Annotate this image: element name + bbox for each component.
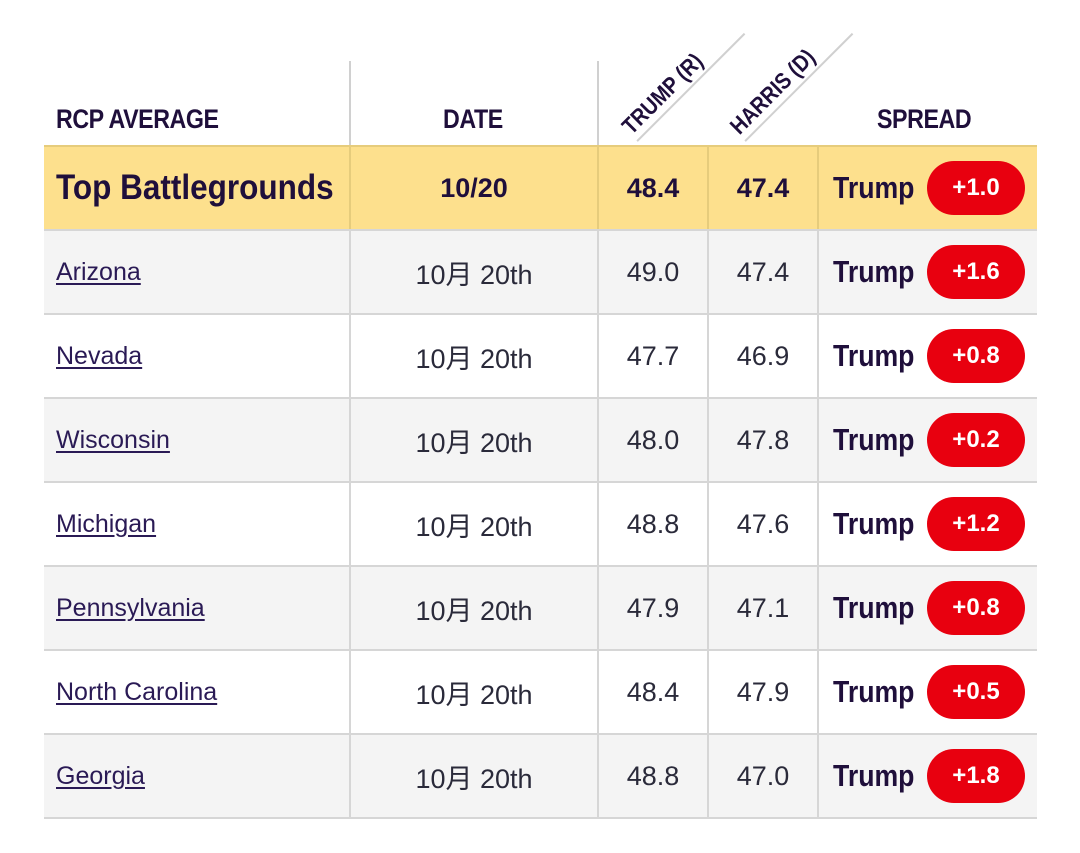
state-link-georgia[interactable]: Georgia xyxy=(56,761,145,790)
row-date: 10月 20th xyxy=(415,763,533,794)
row-trump-value: 47.7 xyxy=(626,340,680,371)
table-row: Nevada 10月 20th 47.7 46.9 Trump +0.8 xyxy=(44,313,1037,397)
row-harris-value: 47.4 xyxy=(736,256,790,287)
row-harris-value: 47.6 xyxy=(736,508,790,539)
row-trump-value: 48.0 xyxy=(626,424,680,455)
row-leader: Trump xyxy=(833,338,915,373)
row-trump-value: 48.8 xyxy=(626,508,680,539)
state-link-wisconsin[interactable]: Wisconsin xyxy=(56,425,170,454)
row-leader: Trump xyxy=(833,758,915,793)
header-spread-label: SPREAD xyxy=(877,104,972,134)
state-link-pennsylvania[interactable]: Pennsylvania xyxy=(56,593,205,622)
polling-table: RCP AVERAGE DATE TRUMP (R) HARRIS (D) SP… xyxy=(44,0,1037,819)
header-date-label: DATE xyxy=(443,104,503,134)
spread-badge: +1.2 xyxy=(927,497,1025,551)
header-spread: SPREAD xyxy=(817,0,1037,145)
summary-title: Top Battlegrounds xyxy=(56,168,334,207)
row-leader: Trump xyxy=(833,422,915,457)
row-leader: Trump xyxy=(833,506,915,541)
summary-row: Top Battlegrounds 10/20 48.4 47.4 Trump … xyxy=(44,145,1037,229)
spread-badge: +0.5 xyxy=(927,665,1025,719)
row-date: 10月 20th xyxy=(415,595,533,626)
row-date: 10月 20th xyxy=(415,259,533,290)
table-row: Wisconsin 10月 20th 48.0 47.8 Trump +0.2 xyxy=(44,397,1037,481)
table-header: RCP AVERAGE DATE TRUMP (R) HARRIS (D) SP… xyxy=(44,0,1037,145)
header-rcp-average-label: RCP AVERAGE xyxy=(56,104,219,134)
summary-leader: Trump xyxy=(833,170,915,205)
summary-spread-badge: +1.0 xyxy=(927,161,1025,215)
spread-badge: +0.8 xyxy=(927,329,1025,383)
row-leader: Trump xyxy=(833,674,915,709)
state-link-arizona[interactable]: Arizona xyxy=(56,257,141,286)
spread-badge: +1.8 xyxy=(927,749,1025,803)
header-trump: TRUMP (R) xyxy=(597,32,746,145)
row-trump-value: 48.8 xyxy=(626,760,680,791)
spread-badge: +0.8 xyxy=(927,581,1025,635)
header-harris: HARRIS (D) xyxy=(707,0,854,145)
row-date: 10月 20th xyxy=(415,679,533,710)
table-row: Michigan 10月 20th 48.8 47.6 Trump +1.2 xyxy=(44,481,1037,565)
row-date: 10月 20th xyxy=(415,343,533,374)
table-row: Arizona 10月 20th 49.0 47.4 Trump +1.6 xyxy=(44,229,1037,313)
row-harris-value: 47.0 xyxy=(736,760,790,791)
spread-badge: +1.6 xyxy=(927,245,1025,299)
row-harris-value: 46.9 xyxy=(736,340,790,371)
row-leader: Trump xyxy=(833,590,915,625)
summary-trump-value: 48.4 xyxy=(626,172,680,203)
header-rcp-average: RCP AVERAGE xyxy=(44,0,349,145)
row-trump-value: 49.0 xyxy=(626,256,680,287)
spread-badge: +0.2 xyxy=(927,413,1025,467)
summary-harris-value: 47.4 xyxy=(736,172,790,203)
state-link-north-carolina[interactable]: North Carolina xyxy=(56,677,218,706)
table-row: North Carolina 10月 20th 48.4 47.9 Trump +… xyxy=(44,649,1037,733)
row-date: 10月 20th xyxy=(415,511,533,542)
table-row: Georgia 10月 20th 48.8 47.0 Trump +1.8 xyxy=(44,733,1037,819)
row-harris-value: 47.8 xyxy=(736,424,790,455)
row-harris-value: 47.1 xyxy=(736,592,790,623)
row-trump-value: 48.4 xyxy=(626,676,680,707)
row-trump-value: 47.9 xyxy=(626,592,680,623)
state-link-nevada[interactable]: Nevada xyxy=(56,341,143,370)
state-link-michigan[interactable]: Michigan xyxy=(56,509,157,538)
row-date: 10月 20th xyxy=(415,427,533,458)
table-row: Pennsylvania 10月 20th 47.9 47.1 Trump +0.… xyxy=(44,565,1037,649)
row-leader: Trump xyxy=(833,254,915,289)
header-trump-label: TRUMP (R) xyxy=(616,47,708,139)
summary-date: 10/20 xyxy=(440,172,508,203)
row-harris-value: 47.9 xyxy=(736,676,790,707)
header-date: DATE xyxy=(349,61,599,145)
header-harris-label: HARRIS (D) xyxy=(724,43,820,140)
